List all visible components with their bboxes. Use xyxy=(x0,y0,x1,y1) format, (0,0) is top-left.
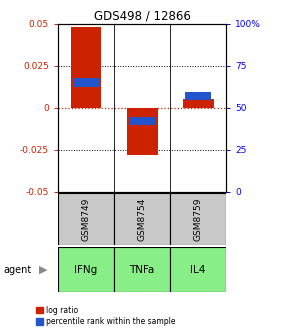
Bar xyxy=(183,99,213,108)
Text: IFNg: IFNg xyxy=(75,265,98,275)
Legend: log ratio, percentile rank within the sample: log ratio, percentile rank within the sa… xyxy=(33,303,178,329)
Text: IL4: IL4 xyxy=(191,265,206,275)
Bar xyxy=(70,27,102,108)
Bar xyxy=(185,92,211,100)
Title: GDS498 / 12866: GDS498 / 12866 xyxy=(94,9,191,23)
Bar xyxy=(129,117,155,125)
Bar xyxy=(170,247,226,292)
Text: agent: agent xyxy=(3,265,31,275)
Text: GSM8754: GSM8754 xyxy=(137,198,147,241)
Bar xyxy=(114,247,170,292)
Bar xyxy=(114,193,170,245)
Bar xyxy=(58,247,114,292)
Text: ▶: ▶ xyxy=(39,265,48,275)
Bar xyxy=(170,193,226,245)
Text: GSM8759: GSM8759 xyxy=(194,198,203,241)
Bar xyxy=(73,78,99,87)
Text: TNFa: TNFa xyxy=(129,265,155,275)
Bar xyxy=(58,193,114,245)
Text: GSM8749: GSM8749 xyxy=(81,198,90,241)
Bar xyxy=(127,108,157,155)
